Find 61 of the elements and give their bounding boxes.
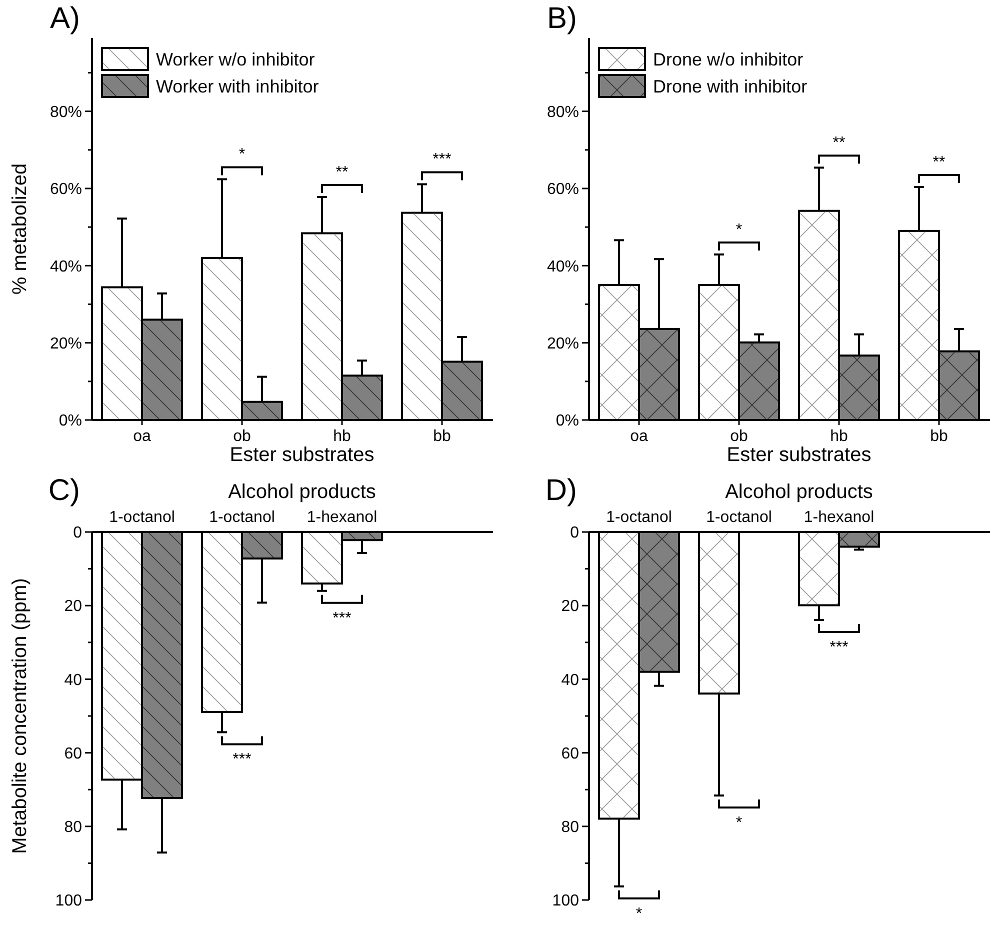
- annotation: ***: [432, 151, 452, 168]
- y-tick-label: 80%: [50, 104, 82, 121]
- y-tick-label: 20: [64, 598, 82, 616]
- y-tick-label: 40%: [546, 258, 579, 276]
- x-tick-label: 1-hexanol: [804, 509, 874, 526]
- chart-title: C): [48, 474, 80, 507]
- x-tick-label: 1-octanol: [606, 509, 672, 526]
- legend-label: Drone w/o inhibitor: [653, 49, 804, 70]
- x-tick-label: hb: [830, 428, 848, 445]
- y-tick-label: 40: [561, 672, 580, 689]
- y-tick-label: 60%: [546, 181, 579, 198]
- chart-title: B): [547, 2, 577, 35]
- y-tick-label: 20%: [546, 335, 579, 352]
- x-tick-label: 1-hexanol: [306, 509, 378, 526]
- x-tick-label: oa: [133, 428, 151, 445]
- y-tick-label: 20%: [50, 335, 82, 352]
- x-axis-title: Ester substrates: [230, 444, 374, 466]
- annotation: ***: [332, 610, 352, 627]
- annotation: *: [736, 221, 742, 238]
- chart-title: D): [545, 474, 577, 507]
- x-tick-label: ob: [233, 428, 251, 445]
- x-tick-label: bb: [930, 428, 948, 445]
- annotation: **: [336, 164, 348, 181]
- y-tick-label: 40: [64, 672, 82, 689]
- y-tick-label: 0: [570, 524, 580, 542]
- y-tick-label: 100: [55, 892, 82, 910]
- x-tick-label: ob: [730, 428, 748, 445]
- annotation: ***: [830, 638, 848, 656]
- annotation: **: [932, 154, 946, 171]
- annotation: *: [238, 146, 246, 164]
- x-tick-label: 1-octanol: [209, 509, 275, 526]
- annotation: ***: [232, 751, 252, 768]
- legend-label: Worker w/o inhibitor: [156, 49, 315, 70]
- x-axis-title: Alcohol products: [228, 481, 376, 503]
- annotation: *: [736, 814, 742, 832]
- x-axis-title: Ester substrates: [726, 444, 872, 466]
- y-tick-label: 40%: [50, 258, 82, 276]
- y-tick-label: 80: [561, 819, 580, 836]
- x-tick-label: hb: [333, 428, 351, 445]
- y-tick-label: 20: [561, 598, 580, 616]
- chart-title: A): [50, 2, 80, 35]
- x-tick-label: 1-octanol: [109, 509, 175, 526]
- y-axis-title: % metabolized: [9, 163, 31, 295]
- legend-label: Worker with inhibitor: [156, 76, 319, 96]
- annotation: **: [832, 134, 846, 152]
- x-tick-label: 1-octanol: [706, 509, 772, 526]
- y-tick-label: 60: [561, 745, 580, 762]
- y-tick-label: 0%: [556, 412, 579, 430]
- y-axis-title: Metabolite concentration (ppm): [9, 578, 31, 854]
- y-tick-label: 0: [73, 524, 82, 542]
- text: *: [636, 905, 642, 922]
- x-tick-label: oa: [630, 428, 648, 445]
- x-tick-label: bb: [433, 428, 451, 445]
- y-tick-label: 0%: [58, 412, 82, 430]
- y-tick-label: 60: [64, 745, 82, 762]
- y-tick-label: 80%: [546, 104, 579, 121]
- legend-label: Drone with inhibitor: [653, 76, 808, 96]
- y-tick-label: 80: [64, 819, 82, 836]
- x-axis-title: Alcohol products: [725, 481, 873, 503]
- y-tick-label: 100: [552, 892, 580, 910]
- y-tick-label: 60%: [50, 181, 82, 198]
